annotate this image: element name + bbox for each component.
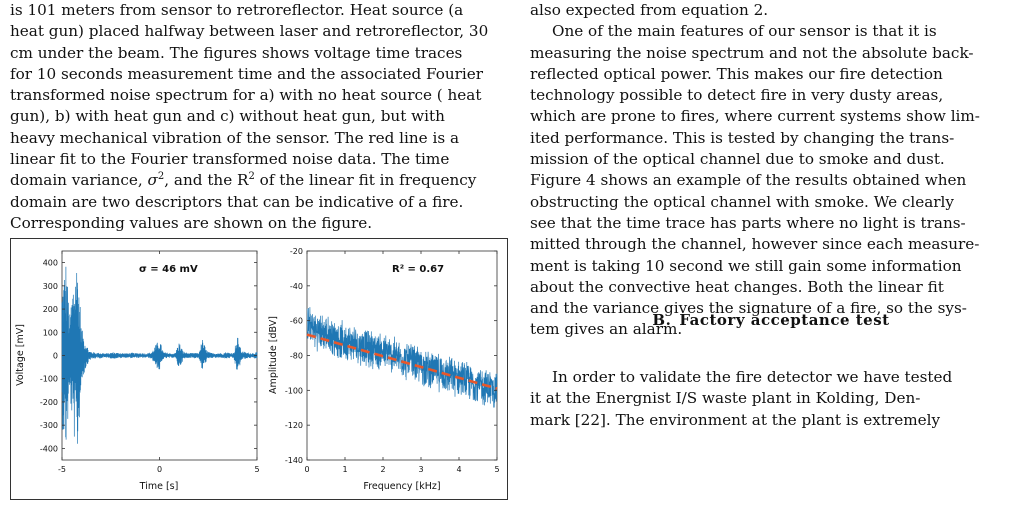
caption-line: for 10 seconds measurement time and the … [10, 64, 484, 83]
y-axis-label: Amplitude [dBV] [268, 316, 279, 394]
plot-frame [306, 250, 498, 461]
body-text-right: also expected from equation 2. One of th… [530, 0, 1020, 341]
text-line: obstructing the optical channel with smo… [530, 192, 954, 211]
text-line: mission of the optical channel due to sm… [530, 150, 945, 169]
sigma-annotation: σ = 46 mV [139, 264, 198, 275]
caption-line: cm under the beam. The figures shows vol… [10, 43, 463, 62]
caption-line: heat gun) placed halfway between laser a… [10, 22, 489, 41]
text-line: and the variance gives the signature of … [530, 299, 967, 318]
x-ticks: -5 0 5 [58, 251, 260, 474]
y-tick-label: -40 [290, 282, 303, 291]
caption-line: is 101 meters from sensor to retroreflec… [10, 1, 464, 19]
voltage-trace [61, 266, 258, 444]
y-tick-label: -100 [285, 386, 303, 395]
voltage-time-plot: -400 -300 -200 -100 0 100 200 300 400 -5 0 5 σ = 4… [15, 250, 260, 492]
section-title: Factory acceptance test [679, 311, 890, 329]
y-tick-label: -100 [40, 375, 58, 384]
text-line: ited performance. This is tested by chan… [530, 128, 955, 147]
text-line: mark [22]. The environment at the plant … [530, 410, 941, 429]
caption-line: Corresponding values are shown on the fi… [10, 213, 373, 232]
text-line: One of the main features of our sensor i… [552, 22, 937, 41]
caption-line: domain are two descriptors that can be i… [10, 192, 464, 211]
text-line: ment is taking 10 second we still gain s… [530, 256, 962, 275]
y-tick-label: -200 [40, 398, 58, 407]
y-tick-label: -80 [290, 352, 303, 361]
y-tick-label: 0 [53, 352, 58, 361]
y-tick-label: -60 [290, 317, 303, 326]
y-tick-label: 200 [43, 305, 58, 314]
y-ticks: -400 -300 -200 -100 0 100 200 300 400 [40, 259, 257, 453]
linear-fit-dashed [306, 333, 498, 390]
spectrum-trace-line [306, 307, 498, 408]
spectrum-trace [306, 307, 498, 408]
section-number: B. [652, 311, 672, 329]
y-axis-label: Voltage [mV] [15, 324, 26, 386]
text-line: which are prone to fires, where current … [530, 107, 980, 126]
y-tick-label: -120 [285, 421, 303, 430]
y-ticks: -140 -120 -100 -80 -60 -40 -20 [285, 247, 497, 465]
x-tick-label: 1 [342, 465, 347, 474]
text-line: reflected optical power. This makes our … [530, 64, 943, 83]
x-tick-label: 3 [418, 465, 423, 474]
y-tick-label: -400 [40, 444, 58, 453]
x-axis-label: Frequency [kHz] [363, 481, 440, 492]
section-heading: B. Factory acceptance test [530, 311, 1020, 329]
x-tick-label: 4 [456, 465, 461, 474]
caption-variance-line: domain variance, σ2, and the R2 of the l… [10, 171, 477, 190]
caption-line: linear fit to the Fourier transformed no… [10, 150, 450, 169]
text-line: it at the Energnist I/S waste plant in K… [530, 389, 921, 408]
caption-line: gun), b) with heat gun and c) without he… [10, 107, 445, 126]
text-line: about the convective heat changes. Both … [530, 277, 944, 296]
y-tick-label: 400 [43, 259, 58, 268]
x-ticks: 0 1 2 3 4 5 [304, 251, 500, 474]
text-line: see that the time trace has parts where … [530, 213, 966, 232]
x-tick-label: 5 [494, 465, 499, 474]
x-axis-label: Time [s] [139, 481, 179, 492]
body-text-right-bottom: In order to validate the fire detector w… [530, 367, 1020, 431]
text-line: Figure 4 shows an example of the results… [530, 171, 967, 190]
figure-panel: -400 -300 -200 -100 0 100 200 300 400 -5 0 5 σ = 4… [10, 238, 508, 500]
y-tick-label: 300 [43, 282, 58, 291]
y-tick-label: -20 [290, 247, 303, 256]
caption-line: heavy mechanical vibration of the sensor… [10, 128, 460, 147]
voltage-trace-line [61, 266, 258, 444]
x-tick-label: 2 [380, 465, 385, 474]
x-tick-label: 0 [157, 465, 162, 474]
caption-line: transformed noise spectrum for a) with n… [10, 86, 482, 105]
r-squared-annotation: R² = 0.67 [392, 264, 444, 275]
x-tick-label: 0 [304, 465, 309, 474]
y-tick-label: -300 [40, 421, 58, 430]
linear-fit-line [306, 333, 498, 390]
text-line: In order to validate the fire detector w… [552, 368, 953, 386]
text-line: also expected from equation 2. [530, 1, 769, 19]
y-tick-label: -140 [285, 456, 303, 465]
figure-caption: is 101 meters from sensor to retroreflec… [10, 0, 502, 234]
x-tick-label: 5 [254, 465, 259, 474]
amplitude-frequency-plot: -140 -120 -100 -80 -60 -40 -20 0 1 2 3 4 5 R² = 0.6… [268, 247, 500, 492]
x-tick-label: -5 [58, 465, 66, 474]
text-line: mitted through the channel, however sinc… [530, 235, 980, 254]
y-tick-label: 100 [43, 328, 58, 337]
text-line: technology possible to detect fire in ve… [530, 86, 944, 105]
text-line: measuring the noise spectrum and not the… [530, 43, 974, 62]
text-line: tem gives an alarm. [530, 320, 683, 339]
